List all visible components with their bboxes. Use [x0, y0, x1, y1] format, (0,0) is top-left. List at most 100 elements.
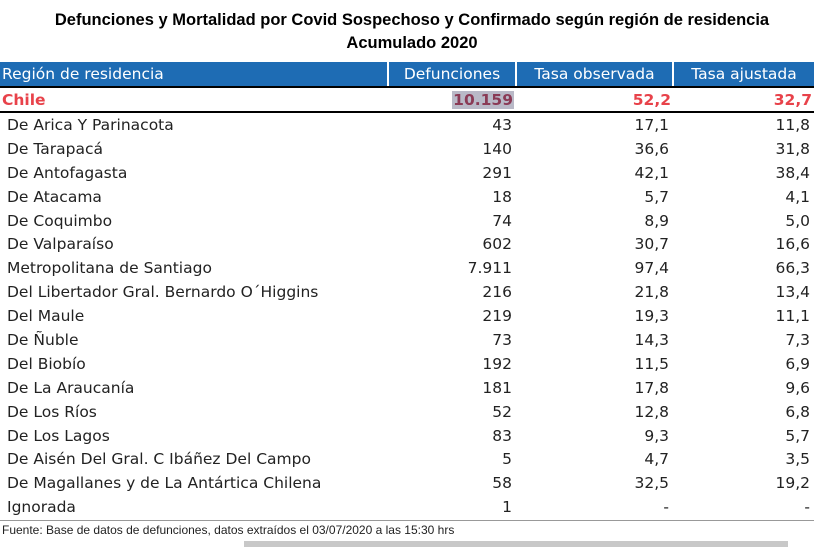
tasa-observada-cell: 9,3	[644, 426, 669, 445]
tasa-ajustada-cell: 38,4	[775, 163, 810, 182]
region-cell: Ignorada	[7, 498, 76, 517]
table-row: De Los Lagos 83 9,3 5,7	[0, 424, 814, 448]
tasa-observada-cell: 17,1	[634, 115, 669, 134]
total-tasa-observada: 52,2	[516, 87, 673, 113]
tasa-observada-cell: 14,3	[634, 330, 669, 349]
defunciones-cell: 7.911	[467, 259, 512, 278]
region-cell: De Magallanes y de La Antártica Chilena	[7, 474, 322, 493]
region-cell: Metropolitana de Santiago	[7, 259, 212, 278]
tasa-ajustada-cell: 11,1	[775, 307, 810, 326]
defunciones-cell: 5	[502, 450, 512, 469]
header-defunciones: Defunciones	[387, 62, 516, 88]
tasa-ajustada-cell: 5,7	[785, 426, 810, 445]
defunciones-cell: 219	[482, 307, 512, 326]
region-cell: De Antofagasta	[7, 163, 128, 182]
source-note: Fuente: Base de datos de defunciones, da…	[2, 523, 455, 537]
tasa-ajustada-cell: 7,3	[785, 330, 810, 349]
defunciones-cell: 181	[482, 378, 512, 397]
tasa-ajustada-cell: 13,4	[775, 283, 810, 302]
tasa-ajustada-cell: 3,5	[785, 450, 810, 469]
header-tasa-ajustada: Tasa ajustada	[672, 62, 814, 88]
table-row: Del Libertador Gral. Bernardo O´Higgins 2…	[0, 280, 814, 304]
table-row: De Coquimbo 74 8,9 5,0	[0, 209, 814, 233]
region-cell: De La Araucanía	[7, 378, 135, 397]
tasa-observada-cell: 36,6	[634, 139, 669, 158]
region-cell: De Coquimbo	[7, 211, 113, 230]
tasa-observada-cell: 42,1	[634, 163, 669, 182]
tasa-observada-cell: 30,7	[634, 235, 669, 254]
tasa-observada-cell: 12,8	[634, 402, 669, 421]
page-title: Defunciones y Mortalidad por Covid Sospe…	[0, 9, 824, 55]
table-row: De Ñuble 73 14,3 7,3	[0, 328, 814, 352]
region-cell: Del Biobío	[7, 354, 86, 373]
table-row: De Aisén Del Gral. C Ibáñez Del Campo 5 4,…	[0, 447, 814, 471]
table-row: Ignorada 1 - -	[0, 495, 814, 519]
defunciones-cell: 291	[482, 163, 512, 182]
region-cell: Del Maule	[7, 307, 85, 326]
tasa-ajustada-cell: 11,8	[775, 115, 810, 134]
table-row: De La Araucanía 181 17,8 9,6	[0, 376, 814, 400]
defunciones-cell: 18	[492, 187, 512, 206]
header-region: Región de residencia	[0, 62, 388, 88]
tasa-observada-cell: -	[663, 498, 669, 517]
table-row: Del Biobío 192 11,5 6,9	[0, 352, 814, 376]
tasa-observada-cell: 32,5	[634, 474, 669, 493]
header-row: Región de residencia Defunciones Tasa ob…	[0, 62, 814, 88]
defunciones-cell: 140	[482, 139, 512, 158]
table-row: De Valparaíso 602 30,7 16,6	[0, 232, 814, 256]
tasa-ajustada-cell: 6,8	[785, 402, 810, 421]
defunciones-cell: 83	[492, 426, 512, 445]
region-cell: De Atacama	[7, 187, 102, 206]
tasa-ajustada-cell: 9,6	[785, 378, 810, 397]
table-row: De Magallanes y de La Antártica Chilena 5…	[0, 471, 814, 495]
table-row: De Arica Y Parinacota 43 17,1 11,8	[0, 112, 814, 137]
tasa-observada-cell: 5,7	[644, 187, 669, 206]
tasa-observada-cell: 17,8	[634, 378, 669, 397]
defunciones-cell: 602	[482, 235, 512, 254]
table-row: Del Maule 219 19,3 11,1	[0, 304, 814, 328]
tasa-ajustada-cell: 31,8	[775, 139, 810, 158]
tasa-ajustada-cell: 5,0	[785, 211, 810, 230]
tasa-observada-cell: 97,4	[634, 259, 669, 278]
table-row: De Atacama 18 5,7 4,1	[0, 185, 814, 209]
defunciones-cell: 192	[482, 354, 512, 373]
tasa-ajustada-cell: 16,6	[775, 235, 810, 254]
defunciones-cell: 52	[492, 402, 512, 421]
region-cell: De Ñuble	[7, 330, 79, 349]
region-cell: Del Libertador Gral. Bernardo O´Higgins	[7, 283, 319, 302]
tasa-observada-cell: 19,3	[634, 307, 669, 326]
title-line-1: Defunciones y Mortalidad por Covid Sospe…	[54, 11, 770, 29]
header-tasa-observada: Tasa observada	[515, 62, 673, 88]
tasa-ajustada-cell: 19,2	[775, 474, 810, 493]
defunciones-cell: 74	[492, 211, 512, 230]
mortality-table: Región de residencia Defunciones Tasa ob…	[0, 62, 814, 519]
tasa-observada-cell: 11,5	[634, 354, 669, 373]
table-row: De Antofagasta 291 42,1 38,4	[0, 161, 814, 185]
total-defunciones-cell: 10.159	[388, 87, 516, 113]
region-cell: De Los Lagos	[7, 426, 110, 445]
total-region: Chile	[0, 87, 388, 113]
region-cell: De Los Ríos	[7, 402, 97, 421]
table-row: De Los Ríos 52 12,8 6,8	[0, 400, 814, 424]
defunciones-cell: 58	[492, 474, 512, 493]
tasa-observada-cell: 21,8	[634, 283, 669, 302]
region-cell: De Arica Y Parinacota	[7, 115, 174, 134]
total-defunciones: 10.159	[452, 90, 514, 109]
tasa-ajustada-cell: 6,9	[785, 354, 810, 373]
defunciones-cell: 73	[492, 330, 512, 349]
table-row: De Tarapacá 140 36,6 31,8	[0, 137, 814, 161]
table-row: Metropolitana de Santiago 7.911 97,4 66,3	[0, 256, 814, 280]
footer-divider	[0, 520, 814, 521]
region-cell: De Aisén Del Gral. C Ibáñez Del Campo	[7, 450, 311, 469]
total-row: Chile 10.159 52,2 32,7	[0, 87, 814, 113]
tasa-ajustada-cell: 66,3	[775, 259, 810, 278]
tasa-observada-cell: 4,7	[644, 450, 669, 469]
tasa-ajustada-cell: 4,1	[785, 187, 810, 206]
tasa-observada-cell: 8,9	[644, 211, 669, 230]
defunciones-cell: 43	[492, 115, 512, 134]
total-tasa-ajustada: 32,7	[673, 87, 814, 113]
horizontal-scrollbar[interactable]	[244, 541, 788, 547]
tasa-ajustada-cell: -	[804, 498, 810, 517]
region-cell: De Tarapacá	[7, 139, 104, 158]
defunciones-cell: 216	[482, 283, 512, 302]
